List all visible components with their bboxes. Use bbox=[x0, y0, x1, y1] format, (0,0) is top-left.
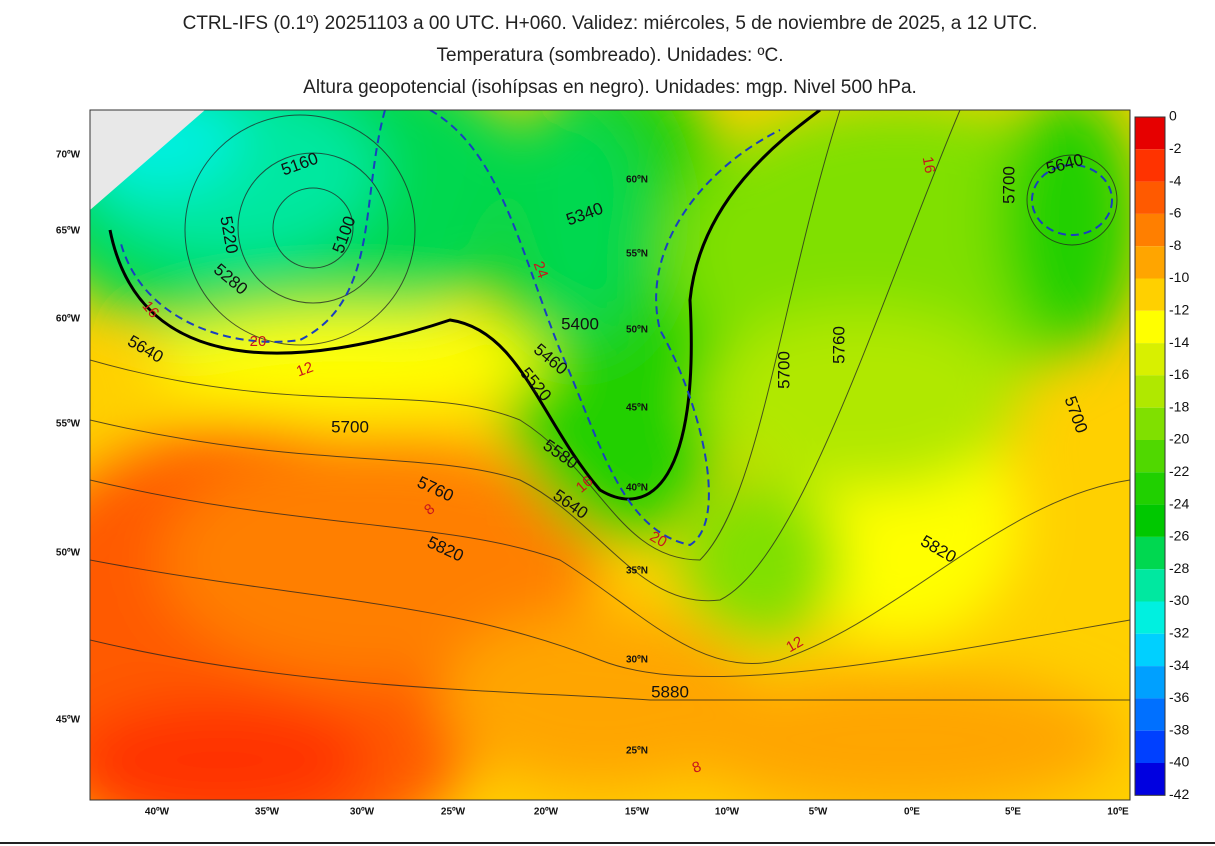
lat-label: 65ºW bbox=[56, 226, 81, 237]
inner-lat-label: 45ºN bbox=[626, 403, 648, 414]
lon-label: 15ºW bbox=[625, 807, 650, 818]
colorbar-label: -6 bbox=[1169, 205, 1182, 221]
lat-label: 55ºW bbox=[56, 419, 81, 430]
height-label: 5700 bbox=[331, 417, 369, 436]
colorbar-label: -30 bbox=[1169, 592, 1189, 608]
colorbar-swatch bbox=[1135, 536, 1165, 570]
lon-label: 5ºW bbox=[809, 807, 828, 818]
colorbar-swatch bbox=[1135, 343, 1165, 376]
height-label: 5400 bbox=[561, 314, 599, 333]
isotherm-dashed bbox=[119, 110, 781, 547]
colorbar-frame bbox=[1134, 116, 1166, 796]
colorbar-swatch bbox=[1135, 569, 1165, 602]
colorbar-label: -26 bbox=[1169, 528, 1189, 544]
no-data bbox=[90, 110, 205, 210]
colorbar-label: -36 bbox=[1169, 689, 1189, 705]
temperature-label: 20 bbox=[250, 333, 267, 350]
height-label: 5760 bbox=[829, 326, 848, 364]
title-line: Temperatura (sombreado). Unidades: ºC. bbox=[437, 45, 784, 66]
isotherm-dashed bbox=[1031, 164, 1113, 236]
inner-lat-label: 40ºN bbox=[626, 483, 648, 494]
lon-label: 10ºE bbox=[1107, 807, 1129, 818]
colorbar-swatch bbox=[1135, 278, 1165, 311]
lon-label: 0ºE bbox=[904, 807, 920, 818]
colorbar-swatch bbox=[1135, 246, 1165, 279]
colorbar-swatch bbox=[1135, 149, 1165, 182]
colorbar-label: -4 bbox=[1169, 172, 1182, 188]
inner-lat-label: 30ºN bbox=[626, 655, 648, 666]
colorbar-label: -10 bbox=[1169, 269, 1189, 285]
inner-lat-label: 60ºN bbox=[626, 175, 648, 186]
colorbar-swatch bbox=[1135, 375, 1165, 408]
colorbar-swatch bbox=[1135, 601, 1165, 634]
temperature-label: 24 bbox=[530, 259, 552, 280]
lon-label: 35ºW bbox=[255, 807, 280, 818]
temperature-label: 12 bbox=[294, 359, 315, 381]
colorbar-swatch bbox=[1135, 310, 1165, 344]
colorbar-label: -38 bbox=[1169, 721, 1189, 737]
inner-lat-label: 55ºN bbox=[626, 249, 648, 260]
colorbar-swatch bbox=[1135, 504, 1165, 537]
lon-label: 40ºW bbox=[145, 807, 170, 818]
colorbar-label: 0 bbox=[1169, 108, 1177, 124]
colorbar-label: -2 bbox=[1169, 140, 1182, 156]
isohypse-5520 bbox=[108, 110, 821, 501]
height-label: 5700 bbox=[774, 351, 793, 389]
colorbar-label: -18 bbox=[1169, 398, 1189, 414]
lon-label: 25ºW bbox=[441, 807, 466, 818]
colorbar-swatch bbox=[1135, 213, 1165, 247]
inner-lat-label: 50ºN bbox=[626, 325, 648, 336]
colorbar-label: -14 bbox=[1169, 334, 1189, 350]
colorbar-swatch bbox=[1135, 440, 1165, 473]
colorbar-swatch bbox=[1135, 730, 1165, 763]
temperature-label: 20 bbox=[647, 528, 670, 551]
colorbar-swatch bbox=[1135, 472, 1165, 505]
colorbar-swatch bbox=[1135, 763, 1165, 796]
lat-label: 70ºW bbox=[56, 150, 81, 161]
colorbar-label: -28 bbox=[1169, 560, 1189, 576]
colorbar-swatch bbox=[1135, 117, 1165, 150]
lon-label: 5ºE bbox=[1005, 807, 1021, 818]
colorbar-label: -24 bbox=[1169, 495, 1189, 511]
colorbar-swatch bbox=[1135, 698, 1165, 731]
colorbar-swatch bbox=[1135, 633, 1165, 667]
height-label: 5700 bbox=[999, 166, 1018, 204]
colorbar-label: -8 bbox=[1169, 237, 1182, 253]
lon-label: 30ºW bbox=[350, 807, 375, 818]
height-label: 5880 bbox=[651, 682, 689, 701]
map-frame bbox=[89, 109, 1131, 801]
colorbar-swatch bbox=[1135, 407, 1165, 440]
lon-label: 20ºW bbox=[534, 807, 559, 818]
colorbar-swatch bbox=[1135, 181, 1165, 214]
temperature-field bbox=[90, 110, 1130, 800]
colorbar-label: -34 bbox=[1169, 657, 1189, 673]
colorbar-label: -16 bbox=[1169, 366, 1189, 382]
title-line: CTRL-IFS (0.1º) 20251103 a 00 UTC. H+060… bbox=[183, 13, 1038, 34]
isohypses bbox=[90, 110, 1130, 701]
colorbar-label: -32 bbox=[1169, 625, 1189, 641]
lat-label: 60ºW bbox=[56, 314, 81, 325]
temperature-label: 16 bbox=[919, 155, 939, 174]
colorbar-label: -22 bbox=[1169, 463, 1189, 479]
temperature-label: 12 bbox=[783, 633, 806, 656]
colorbar-label: -40 bbox=[1169, 754, 1189, 770]
colorbar-label: -42 bbox=[1169, 786, 1189, 802]
lon-label: 10ºW bbox=[715, 807, 740, 818]
lat-label: 45ºW bbox=[56, 715, 81, 726]
lat-label: 50ºW bbox=[56, 548, 81, 559]
colorbar-label: -12 bbox=[1169, 302, 1189, 318]
colorbar-swatch bbox=[1135, 666, 1165, 699]
title-line: Altura geopotencial (isohípsas en negro)… bbox=[303, 77, 917, 98]
inner-lat-label: 25ºN bbox=[626, 746, 648, 757]
inner-lat-label: 35ºN bbox=[626, 566, 648, 577]
colorbar-label: -20 bbox=[1169, 431, 1189, 447]
